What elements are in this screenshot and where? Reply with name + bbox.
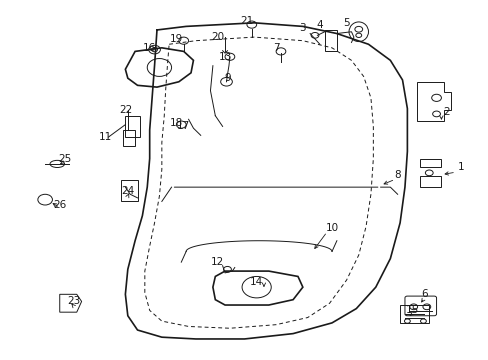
Text: 23: 23: [67, 296, 81, 306]
Text: 5: 5: [343, 18, 349, 28]
Text: 21: 21: [240, 16, 253, 26]
Text: 6: 6: [420, 289, 427, 299]
Text: 19: 19: [169, 34, 183, 44]
Text: 11: 11: [99, 132, 112, 142]
Text: 12: 12: [211, 257, 224, 267]
Text: 1: 1: [457, 162, 463, 172]
Text: 9: 9: [224, 73, 230, 83]
Text: 8: 8: [393, 170, 400, 180]
Text: 15: 15: [405, 305, 418, 315]
Text: 14: 14: [249, 277, 263, 287]
Text: 22: 22: [119, 105, 132, 115]
Text: 10: 10: [325, 223, 338, 233]
Text: 18: 18: [169, 118, 183, 128]
Text: 17: 17: [177, 121, 190, 131]
Text: 25: 25: [58, 154, 71, 163]
Text: 20: 20: [211, 32, 224, 42]
Text: 26: 26: [53, 200, 66, 210]
Text: 16: 16: [143, 43, 156, 53]
Text: 24: 24: [121, 186, 134, 196]
Text: 7: 7: [272, 43, 279, 53]
Text: 13: 13: [218, 52, 231, 62]
Text: 4: 4: [316, 19, 323, 30]
Text: 3: 3: [299, 23, 305, 33]
Text: 2: 2: [442, 107, 448, 117]
